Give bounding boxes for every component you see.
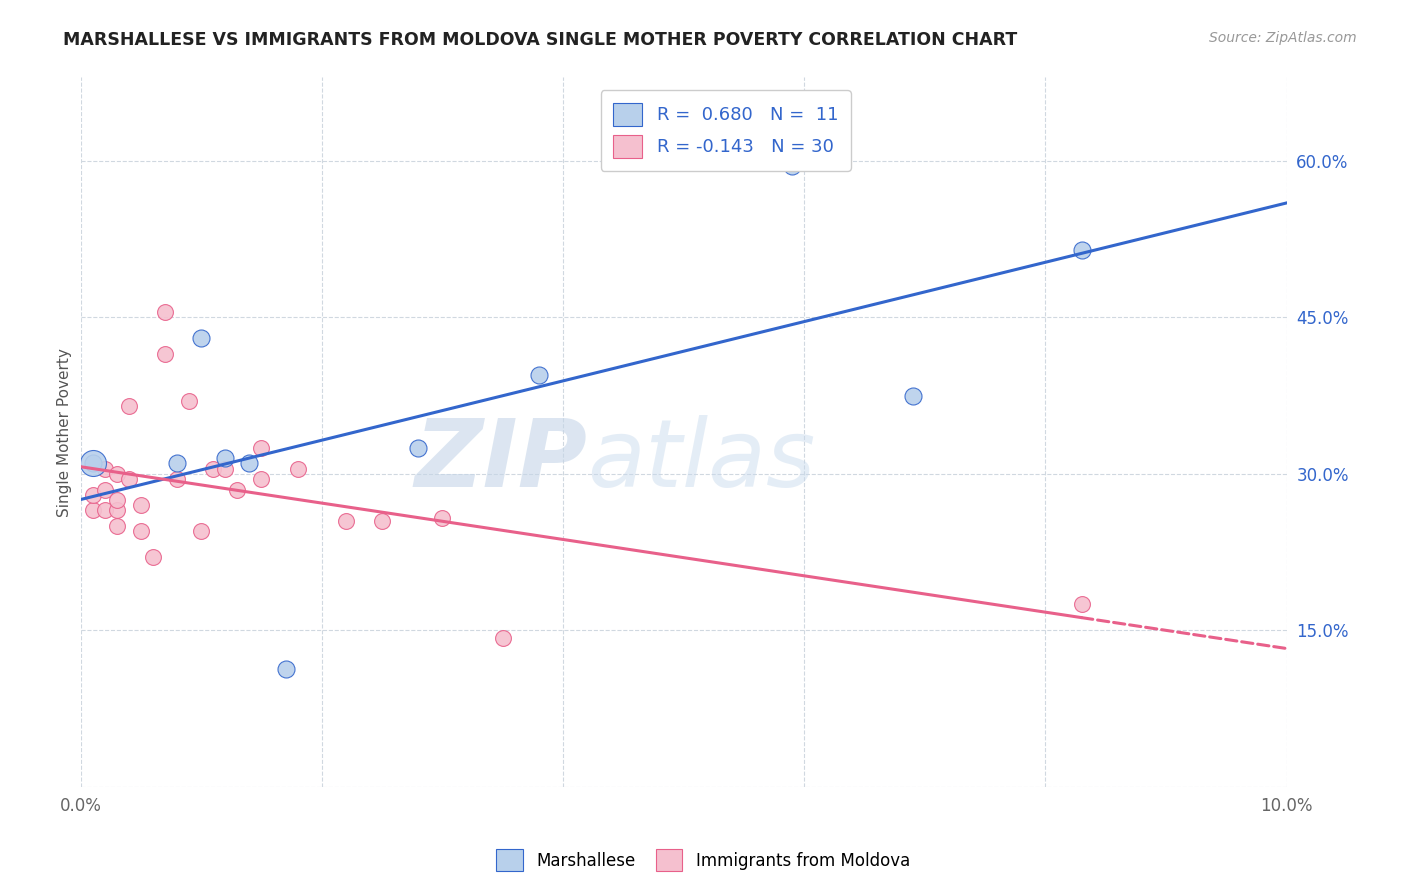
Point [82, 488, 104, 502]
Point [166, 457, 188, 471]
Point [129, 498, 152, 512]
Legend: R =  0.680   N =  11, R = -0.143   N = 30: R = 0.680 N = 11, R = -0.143 N = 30 [600, 90, 851, 170]
Point [105, 467, 128, 481]
Point [82, 457, 104, 471]
Point [190, 331, 212, 345]
Point [190, 524, 212, 539]
Point [177, 393, 200, 408]
Point [82, 457, 104, 471]
Text: atlas: atlas [588, 415, 815, 506]
Text: MARSHALLESE VS IMMIGRANTS FROM MOLDOVA SINGLE MOTHER POVERTY CORRELATION CHART: MARSHALLESE VS IMMIGRANTS FROM MOLDOVA S… [63, 31, 1018, 49]
Legend: Marshallese, Immigrants from Moldova: Marshallese, Immigrants from Moldova [488, 841, 918, 880]
Y-axis label: Single Mother Poverty: Single Mother Poverty [58, 348, 72, 516]
Point [93, 461, 115, 475]
Text: Source: ZipAtlas.com: Source: ZipAtlas.com [1209, 31, 1357, 45]
Point [250, 441, 273, 455]
Point [105, 519, 128, 533]
Point [166, 472, 188, 486]
Point [527, 368, 550, 382]
Point [250, 472, 273, 486]
Point [214, 461, 236, 475]
Point [118, 399, 141, 413]
Point [202, 461, 225, 475]
Point [153, 305, 176, 319]
Point [226, 483, 249, 497]
Point [82, 503, 104, 517]
Point [105, 492, 128, 507]
Point [335, 514, 357, 528]
Point [93, 503, 115, 517]
Point [118, 472, 141, 486]
Point [105, 503, 128, 517]
Point [129, 524, 152, 539]
Point [93, 483, 115, 497]
Point [214, 451, 236, 466]
Text: ZIP: ZIP [415, 415, 588, 507]
Point [153, 347, 176, 361]
Point [238, 457, 260, 471]
Point [406, 441, 429, 455]
Point [142, 550, 165, 565]
Point [1070, 597, 1092, 611]
Point [780, 159, 803, 173]
Point [432, 510, 454, 524]
Point [371, 514, 394, 528]
Point [287, 461, 309, 475]
Point [274, 662, 297, 676]
Point [901, 389, 924, 403]
Point [491, 631, 513, 645]
Point [1070, 243, 1092, 257]
